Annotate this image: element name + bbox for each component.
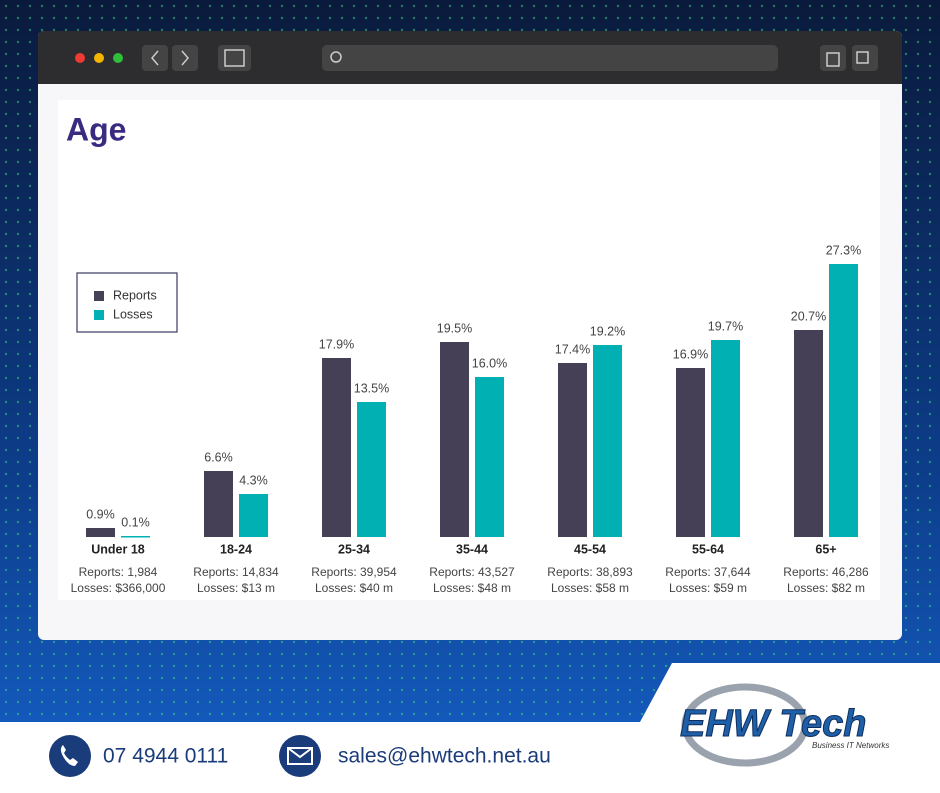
- logo-tagline: Business IT Networks: [812, 741, 889, 750]
- back-icon: [151, 50, 159, 66]
- tabs-button[interactable]: [852, 45, 878, 71]
- search-icon: [330, 51, 342, 63]
- bar: [239, 494, 268, 537]
- sidebar-icon: [224, 49, 245, 67]
- category-detail: Losses: $13 m: [197, 581, 275, 595]
- category-detail: Reports: 1,984: [79, 565, 158, 579]
- value-label: 17.9%: [319, 337, 354, 351]
- logo-ring: [681, 683, 809, 767]
- share-button[interactable]: [820, 45, 846, 71]
- maximize-button[interactable]: [113, 53, 123, 63]
- x-tick-label: 35-44: [456, 542, 488, 556]
- category-detail: Reports: 46,286: [783, 565, 869, 579]
- value-label: 0.9%: [86, 507, 115, 521]
- bar: [829, 264, 858, 537]
- category-detail: Losses: $58 m: [551, 581, 629, 595]
- value-label: 4.3%: [239, 473, 268, 487]
- back-button[interactable]: [142, 45, 168, 71]
- category-detail: Reports: 43,527: [429, 565, 515, 579]
- category-detail: Reports: 39,954: [311, 565, 397, 579]
- x-tick-label: 18-24: [220, 542, 252, 556]
- bar: [86, 528, 115, 537]
- bar: [558, 363, 587, 537]
- bar: [794, 330, 823, 537]
- bar: [121, 536, 150, 538]
- value-label: 16.0%: [472, 356, 507, 370]
- legend-box: [76, 272, 178, 333]
- value-label: 17.4%: [555, 342, 590, 356]
- bar: [204, 471, 233, 537]
- address-bar[interactable]: [322, 45, 778, 71]
- bar: [475, 377, 504, 537]
- email-glyph: [287, 747, 313, 765]
- category-detail: Losses: $59 m: [669, 581, 747, 595]
- value-label: 13.5%: [354, 381, 389, 395]
- value-label: 6.6%: [204, 450, 233, 464]
- value-label: 19.2%: [590, 324, 625, 338]
- category-detail: Losses: $40 m: [315, 581, 393, 595]
- category-detail: Losses: $48 m: [433, 581, 511, 595]
- logo-name: EHW Tech: [680, 703, 867, 745]
- x-tick-label: Under 18: [91, 542, 145, 556]
- close-button[interactable]: [75, 53, 85, 63]
- legend-label: Reports: [113, 288, 157, 302]
- bar: [593, 345, 622, 537]
- bar: [676, 368, 705, 537]
- forward-button[interactable]: [172, 45, 198, 71]
- bar: [440, 342, 469, 537]
- category-detail: Losses: $82 m: [787, 581, 865, 595]
- legend-label: Losses: [113, 307, 153, 321]
- legend-swatch: [94, 291, 104, 301]
- value-label: 19.5%: [437, 321, 472, 335]
- value-label: 20.7%: [791, 309, 826, 323]
- x-tick-label: 65+: [815, 542, 836, 556]
- category-detail: Reports: 14,834: [193, 565, 279, 579]
- x-tick-label: 55-64: [692, 542, 724, 556]
- value-label: 16.9%: [673, 347, 708, 361]
- bar: [357, 402, 386, 537]
- tabs-icon: [856, 51, 869, 64]
- sidebar-button[interactable]: [218, 45, 251, 71]
- x-tick-label: 45-54: [574, 542, 606, 556]
- value-label: 19.7%: [708, 319, 743, 333]
- email-address[interactable]: sales@ehwtech.net.au: [338, 745, 551, 768]
- value-label: 0.1%: [121, 515, 150, 529]
- bar: [322, 358, 351, 537]
- phone-number[interactable]: 07 4944 0111: [103, 745, 228, 768]
- email-glyph-flap: [287, 747, 313, 759]
- legend-swatch: [94, 310, 104, 320]
- phone-icon: [49, 735, 91, 777]
- phone-glyph: [60, 745, 78, 766]
- category-detail: Reports: 38,893: [547, 565, 633, 579]
- share-icon: [826, 52, 840, 67]
- forward-icon: [181, 50, 189, 66]
- category-detail: Reports: 37,644: [665, 565, 751, 579]
- bar: [711, 340, 740, 537]
- category-detail: Losses: $366,000: [71, 581, 166, 595]
- x-tick-label: 25-34: [338, 542, 370, 556]
- chart-title: Age: [66, 111, 126, 147]
- minimize-button[interactable]: [94, 53, 104, 63]
- value-label: 27.3%: [826, 243, 861, 257]
